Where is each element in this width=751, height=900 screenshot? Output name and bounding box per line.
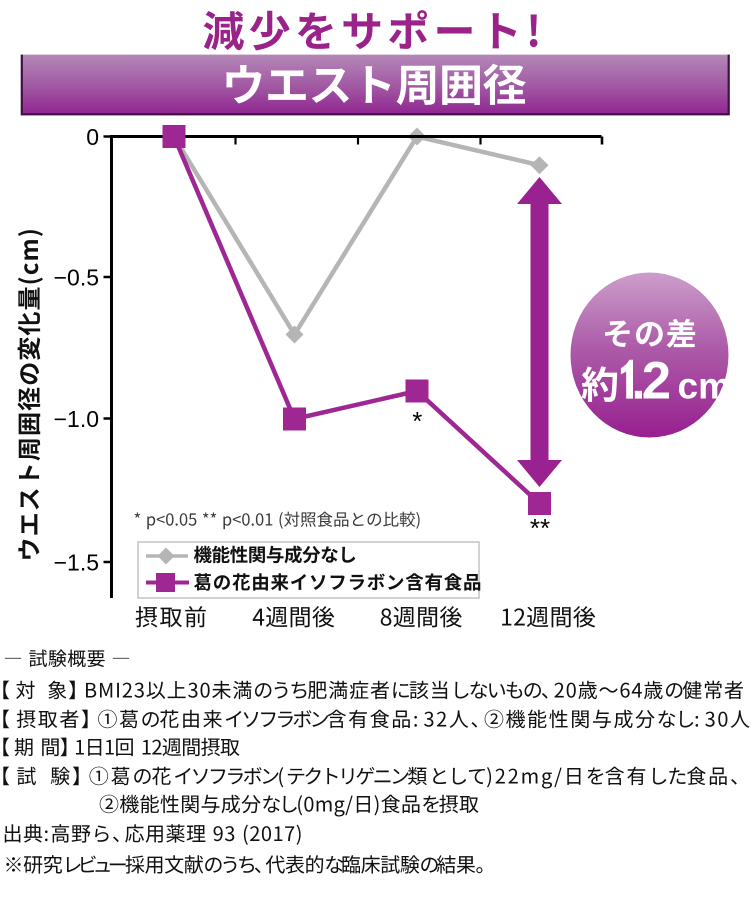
svg-text:2: 2 [642, 352, 671, 411]
svg-text:*: * [412, 406, 422, 436]
svg-text:0: 0 [86, 124, 99, 150]
svg-text:−1.0: −1.0 [54, 406, 99, 432]
svg-text:**: ** [530, 513, 550, 543]
svg-text:−1.5: −1.5 [54, 549, 99, 575]
svg-text:−0.5: −0.5 [54, 264, 99, 290]
svg-text:cm: cm [678, 366, 731, 407]
